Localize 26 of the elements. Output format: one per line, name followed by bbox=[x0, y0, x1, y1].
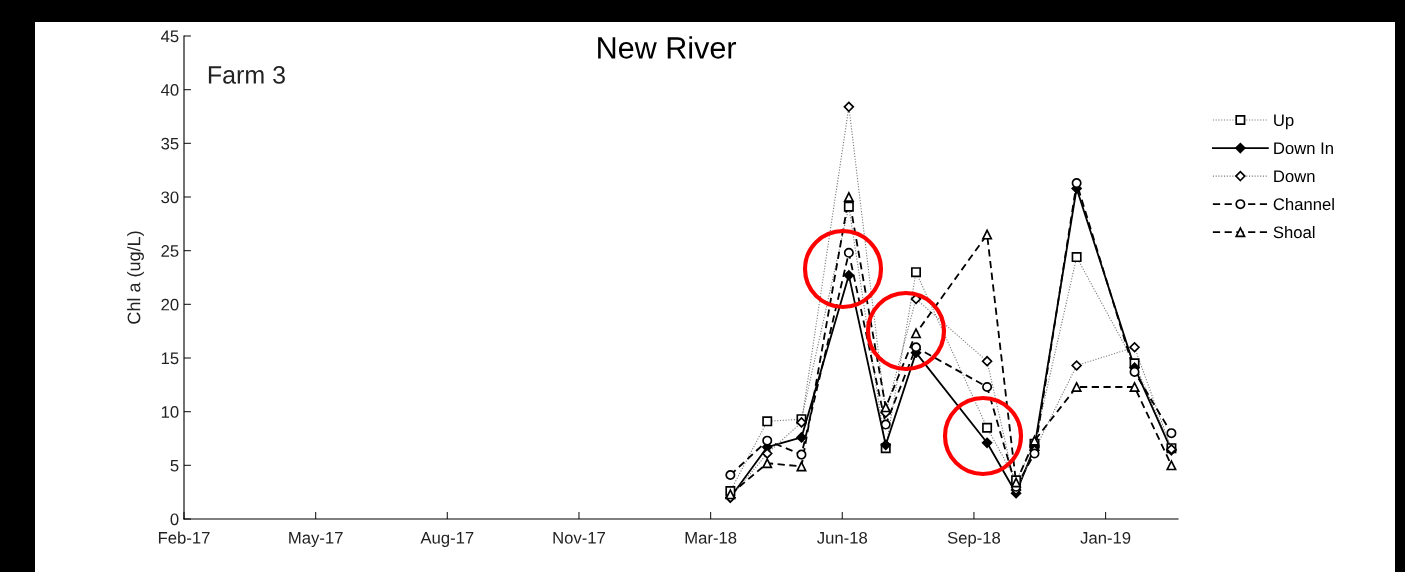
annotation: Farm 3 bbox=[208, 66, 285, 84]
y-tick-label: 10 bbox=[161, 406, 179, 418]
legend-label: Channel bbox=[1273, 197, 1334, 211]
x-tick-label: Jun-18 bbox=[817, 531, 868, 544]
y-tick-label: 35 bbox=[161, 137, 179, 150]
y-tick-label: 30 bbox=[161, 191, 179, 204]
y-axis-title: Chl a (ug/L) bbox=[127, 231, 144, 324]
y-tick-label: 25 bbox=[161, 245, 179, 257]
legend-label: Down bbox=[1274, 170, 1315, 183]
y-tick-label: 20 bbox=[161, 298, 179, 311]
y-tick-label: 5 bbox=[170, 459, 179, 472]
x-tick-label: Feb-17 bbox=[158, 531, 210, 544]
y-tick-label: 45 bbox=[160, 30, 179, 43]
y-tick-label: 40 bbox=[160, 84, 179, 96]
legend-label: Shoal bbox=[1273, 225, 1315, 239]
legend-label: Down In bbox=[1274, 142, 1333, 155]
x-tick-label: Jan-19 bbox=[1080, 531, 1131, 544]
legend-label: Up bbox=[1274, 114, 1294, 130]
x-tick-label: Nov-17 bbox=[553, 532, 605, 544]
y-tick-label: 0 bbox=[170, 513, 179, 526]
y-tick-label: 15 bbox=[161, 352, 179, 365]
x-tick-label: Mar-18 bbox=[685, 531, 737, 544]
x-tick-label: May-17 bbox=[289, 532, 343, 548]
x-tick-label: Aug-17 bbox=[420, 532, 474, 548]
chart-title: New River bbox=[598, 36, 737, 59]
x-tick-label: Sep-18 bbox=[947, 531, 1001, 548]
